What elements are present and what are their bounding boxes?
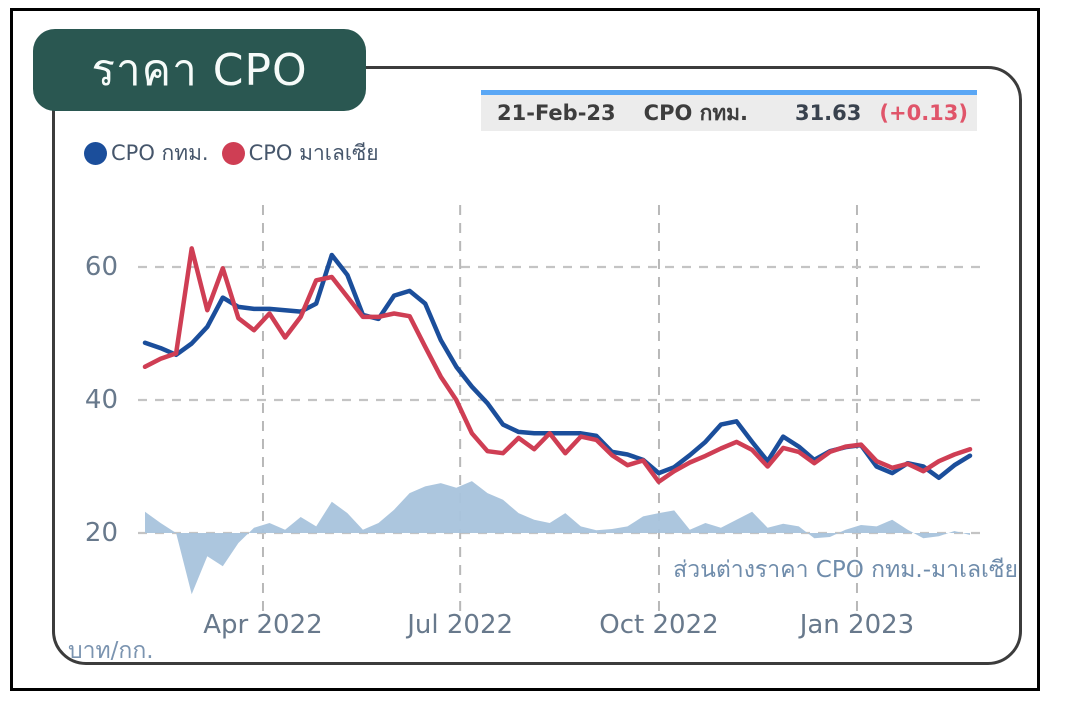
legend-item-cpo-malaysia: CPO มาเลเซีย xyxy=(221,137,379,170)
legend-swatch-cpo-bangkok-icon xyxy=(84,142,107,165)
y-tick-label: 20 xyxy=(84,518,118,548)
quote-bar: 21-Feb-23 CPO กทม. 31.63 (+0.13) xyxy=(481,90,977,131)
quote-change: (+0.13) xyxy=(879,101,968,125)
legend-item-cpo-bangkok: CPO กทม. xyxy=(84,137,209,170)
title-badge: ราคา CPO xyxy=(33,29,366,111)
price-chart xyxy=(138,205,988,612)
y-axis-unit-label: บาท/กก. xyxy=(68,638,154,664)
legend-swatch-cpo-malaysia-icon xyxy=(221,142,245,165)
chart-panel xyxy=(52,66,1022,665)
quote-date: 21-Feb-23 xyxy=(497,101,616,125)
y-tick-label: 60 xyxy=(84,252,118,282)
legend-label-cpo-bangkok: CPO กทม. xyxy=(111,141,209,165)
quote-value: 31.63 xyxy=(794,101,862,125)
legend-label-cpo-malaysia: CPO มาเลเซีย xyxy=(248,141,379,165)
x-tick-label: Jul 2022 xyxy=(407,610,514,640)
y-tick-label: 40 xyxy=(84,385,118,415)
diff-area-annotation: ส่วนต่างราคา CPO กทม.-มาเลเซีย xyxy=(673,557,1018,583)
x-tick-label: Oct 2022 xyxy=(599,610,719,640)
series-cpo-malaysia-line xyxy=(142,246,973,485)
legend: CPO กทม. CPO มาเลเซีย xyxy=(84,137,392,170)
page-title: ราคา CPO xyxy=(91,45,308,96)
quote-series-name: CPO กทม. xyxy=(643,100,748,125)
x-tick-label: Jan 2023 xyxy=(799,610,915,640)
x-tick-label: Apr 2022 xyxy=(203,610,323,640)
